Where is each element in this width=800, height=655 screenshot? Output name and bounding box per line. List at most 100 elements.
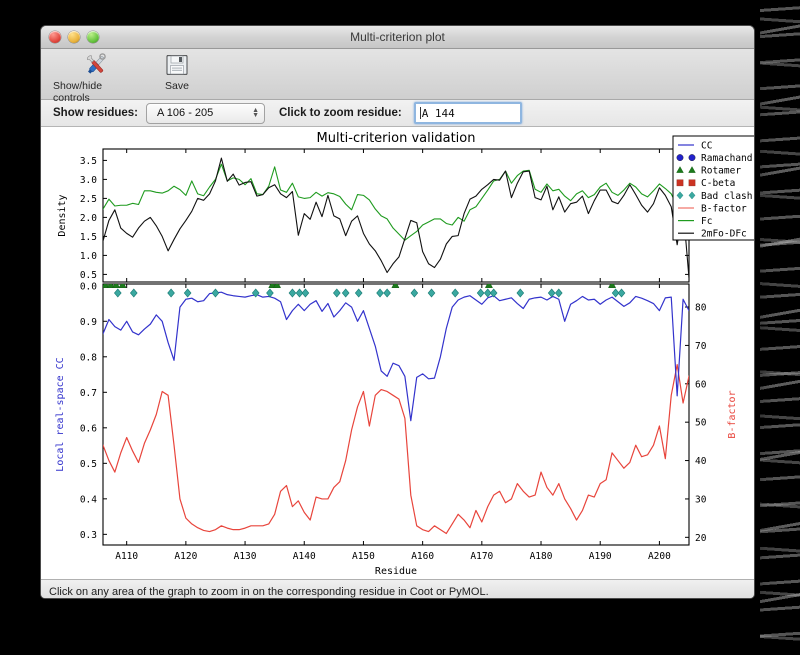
- residue-range-select[interactable]: A 106 - 205 ▲ ▼: [146, 102, 265, 124]
- legend-label: CC: [701, 140, 712, 151]
- bfactor-y-tick-label: 60: [695, 379, 707, 390]
- cc-y-tick-label: 0.8: [80, 352, 97, 363]
- cc-y-tick-label: 0.0: [80, 281, 97, 292]
- cc-bfactor-panel: 0.0 0.9 0.8 0.7 0.6 0.5 0.4 0.3 20 30 40 50 60 70 80 A1…: [55, 281, 738, 577]
- rotamer-marker: [272, 284, 282, 288]
- chart-title: Multi-criterion validation: [317, 131, 476, 146]
- legend-item: Fc: [678, 216, 712, 227]
- x-tick-label: A140: [293, 551, 316, 562]
- bad-clash-marker: [611, 288, 620, 298]
- legend-label: C-beta: [701, 178, 735, 189]
- bad-clash-marker: [129, 288, 138, 298]
- x-tick-label: A120: [174, 551, 197, 562]
- plot-canvas[interactable]: Multi-criterion validation 0.5 1.0 1.5 2.0 2.…: [41, 127, 754, 579]
- multi-criterion-plot[interactable]: Multi-criterion validation 0.5 1.0 1.5 2.0 2.…: [41, 127, 754, 579]
- bad-clash-marker: [489, 288, 498, 298]
- bad-clash-marker: [211, 288, 220, 298]
- bad-clash-marker: [266, 288, 274, 298]
- residue-range-value: A 106 - 205: [157, 107, 214, 119]
- show-hide-controls-button[interactable]: Show/hide controls: [53, 51, 139, 104]
- legend-diamond-swatch: [676, 191, 684, 200]
- bad-clash-marker: [183, 288, 192, 298]
- rotamer-marker: [484, 284, 493, 288]
- zoom-button[interactable]: [87, 31, 99, 43]
- status-bar: Click on any area of the graph to zoom i…: [41, 579, 754, 598]
- text-caret: [419, 107, 421, 119]
- bfactor-y-tick-label: 40: [695, 456, 707, 467]
- density-y-tick-label: 1.5: [80, 232, 97, 243]
- density-y-tick-label: 3.5: [80, 156, 97, 167]
- density-y-tick-label: 3.0: [80, 175, 97, 186]
- cc-panel-frame: [102, 283, 690, 546]
- bad-clash-marker: [383, 288, 391, 298]
- legend-item: C-beta: [676, 178, 735, 189]
- rotamer-marker: [106, 284, 115, 288]
- status-message: Click on any area of the graph to zoom i…: [49, 585, 489, 598]
- zoom-residue-value: A 144: [421, 106, 455, 120]
- bad-clash-marker: [476, 288, 485, 298]
- minimize-button[interactable]: [68, 31, 80, 43]
- window-titlebar[interactable]: Multi-criterion plot: [41, 26, 754, 49]
- legend-item: 2mFo-DFc: [678, 229, 747, 240]
- bad-clash-marker: [376, 288, 384, 298]
- bad-clash-marker: [354, 288, 363, 298]
- bfactor-y-tick-label: 50: [695, 418, 707, 429]
- rotamer-marker: [118, 284, 127, 288]
- cc-y-tick-label: 0.3: [80, 530, 97, 541]
- bfactor-y-tick-label: 80: [695, 303, 707, 314]
- bad-clash-marker: [483, 288, 492, 298]
- chevron-updown-icon: ▲ ▼: [252, 107, 259, 119]
- bfactor-y-tick-label: 70: [695, 341, 707, 352]
- series-fc: [103, 163, 689, 241]
- bad-clash-marker: [301, 288, 310, 298]
- density-panel: 0.5 1.0 1.5 2.0 2.5 3.0 3.5 Density: [57, 149, 689, 282]
- cc-y-tick-label: 0.4: [80, 494, 97, 505]
- cc-y-tick-label: 0.5: [80, 459, 97, 470]
- legend-label: Bad clash: [701, 191, 752, 202]
- legend-square-swatch: [688, 179, 696, 187]
- toolbar: Show/hide controls Save: [41, 49, 754, 104]
- floppy-disk-icon: [164, 51, 190, 79]
- bad-clash-marker: [333, 288, 341, 298]
- density-panel-frame: [102, 148, 690, 283]
- control-bar: Show residues: A 106 - 205 ▲ ▼ Click to z…: [41, 100, 754, 127]
- series-cc: [103, 291, 689, 422]
- bad-clash-marker: [251, 288, 260, 298]
- bad-clash-marker: [114, 288, 122, 298]
- bad-clash-marker: [617, 288, 626, 298]
- bfactor-axis-label: B-factor: [727, 390, 738, 438]
- save-label: Save: [165, 80, 189, 92]
- window-title: Multi-criterion plot: [350, 30, 445, 44]
- legend-label: B-factor: [701, 203, 747, 214]
- save-button[interactable]: Save: [153, 51, 201, 92]
- bad-clash-marker: [451, 288, 459, 298]
- legend-item: B-factor: [678, 203, 747, 214]
- legend-item: Ramachandran: [676, 153, 754, 164]
- rotamer-marker: [391, 284, 400, 288]
- legend-triangle-swatch: [688, 166, 696, 173]
- legend-circle-swatch: [688, 154, 696, 161]
- series-2mfo-dfc: [103, 157, 689, 279]
- bad-clash-marker: [427, 288, 436, 298]
- bfactor-y-tick-label: 20: [695, 533, 707, 544]
- legend-square-swatch: [676, 179, 684, 187]
- cc-y-tick-label: 0.9: [80, 317, 97, 328]
- legend-label: Fc: [701, 216, 712, 227]
- show-residues-label: Show residues:: [53, 107, 138, 119]
- cc-y-tick-label: 0.7: [80, 388, 97, 399]
- outlier-markers: [103, 284, 626, 298]
- close-button[interactable]: [49, 31, 61, 43]
- x-tick-label: A170: [470, 551, 493, 562]
- bad-clash-marker: [410, 288, 419, 298]
- application-window: Multi-criterion plot: [40, 25, 755, 599]
- zoom-residue-input[interactable]: A 144: [413, 102, 522, 124]
- legend-circle-swatch: [676, 154, 684, 161]
- legend-item: CC: [678, 140, 712, 151]
- bad-clash-marker: [341, 288, 350, 298]
- legend-label: Rotamer: [701, 166, 741, 177]
- window-controls: [41, 31, 99, 43]
- x-tick-label: A160: [411, 551, 434, 562]
- bad-clash-marker: [547, 288, 556, 298]
- x-tick-label: A110: [115, 551, 138, 562]
